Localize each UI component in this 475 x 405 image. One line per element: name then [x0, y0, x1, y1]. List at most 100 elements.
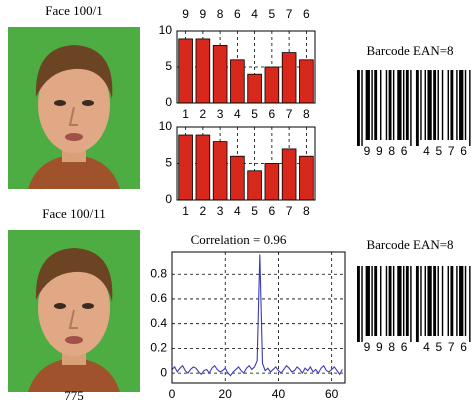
barcode-digit: 9 [376, 144, 383, 158]
bar [230, 155, 245, 201]
bar [299, 155, 314, 201]
barcode-bar [469, 266, 471, 342]
barcode-bar [456, 70, 458, 140]
value-label: 9 [200, 7, 207, 21]
barcode-bar [361, 70, 363, 146]
value-label: 8 [217, 7, 224, 21]
barcode-bar [397, 70, 402, 140]
axes-box [176, 126, 316, 201]
value-label: 4 [251, 7, 258, 21]
barcode-digit: 4 [423, 144, 430, 158]
bar [195, 38, 211, 104]
barcode-bar [405, 70, 409, 140]
barcode-bar [371, 70, 373, 140]
barcode-bar [420, 70, 422, 140]
y-tick-label: 5 [165, 156, 172, 170]
barcode-bar [374, 266, 378, 336]
barcode-bar [415, 70, 419, 146]
barcode-digit: 6 [401, 144, 408, 158]
y-tick-label: 0 [165, 192, 172, 206]
barcode-bar [392, 70, 395, 140]
barcode-bar [385, 70, 388, 140]
x-tick-label: 40 [272, 387, 286, 401]
face-image [7, 229, 141, 393]
barcode-bar [361, 266, 363, 342]
face-title: Face 100/11 [42, 206, 105, 221]
x-tick-label: 5 [251, 107, 258, 121]
barcode-bar [459, 266, 464, 336]
barcode-digit: 4 [423, 340, 430, 354]
y-tick-label: 5 [165, 59, 172, 73]
face-title: Face 100/1 [45, 3, 102, 18]
x-tick-label: 0 [169, 387, 176, 401]
barcode-bar [392, 266, 395, 336]
barcode-bar [424, 266, 426, 336]
barcode-title: Barcode EAN=8 [366, 43, 453, 58]
bar [264, 163, 280, 201]
y-tick-label: 0.8 [150, 266, 167, 280]
line [171, 254, 343, 377]
axes-box [176, 30, 316, 104]
value-label: 6 [234, 7, 241, 21]
x-tick-label: 7 [286, 107, 293, 121]
barcode-bar [437, 70, 439, 140]
x-tick-label: 6 [269, 107, 276, 121]
barcode-bar [388, 70, 392, 140]
x-tick-label: 5 [251, 204, 258, 218]
barcode-digit: 6 [460, 144, 467, 158]
barcode-digit: 6 [401, 340, 408, 354]
y-tick-label: 10 [159, 119, 173, 133]
barcode-bar [357, 266, 360, 342]
barcode-digit: 9 [364, 340, 371, 354]
barcode-digit: 9 [364, 144, 371, 158]
x-tick-label: 2 [200, 107, 207, 121]
x-tick-label: 2 [200, 204, 207, 218]
barcode-bar [410, 266, 412, 342]
y-tick-label: 0 [160, 365, 167, 379]
chart-title: Correlation = 0.96 [191, 232, 287, 247]
barcode-bar [433, 266, 437, 336]
bar [178, 38, 193, 104]
bar [281, 52, 297, 104]
y-tick-label: 0.2 [150, 341, 167, 355]
barcode-bar [420, 266, 422, 336]
barcode-bar [397, 266, 402, 336]
barcode-bar [437, 266, 439, 336]
barcode-bar [403, 70, 405, 140]
barcode-bar [427, 70, 432, 140]
barcode-bar [469, 70, 471, 146]
barcode-bar [450, 70, 454, 140]
x-tick-label: 20 [219, 387, 233, 401]
bar [264, 66, 280, 104]
barcode-digit: 5 [436, 144, 443, 158]
x-tick-label: 60 [325, 387, 339, 401]
face-image [7, 26, 141, 190]
x-tick-label: 1 [182, 204, 189, 218]
barcode-bar [441, 70, 444, 140]
barcode-digit: 8 [388, 340, 395, 354]
x-tick-label: 8 [303, 107, 310, 121]
bar [247, 73, 262, 104]
y-tick-label: 0.4 [150, 316, 167, 330]
barcode-digit: 9 [376, 340, 383, 354]
y-tick-label: 0 [165, 95, 172, 109]
x-tick-label: 3 [217, 107, 224, 121]
barcode-bar [450, 266, 454, 336]
barcode-bar [380, 70, 382, 140]
bar [247, 170, 262, 201]
barcode-bar [374, 70, 378, 140]
x-tick-label: 1 [182, 107, 189, 121]
barcode-digit: 7 [448, 144, 455, 158]
barcode-bar [365, 266, 370, 336]
value-label: 9 [182, 7, 189, 21]
bar [212, 141, 228, 201]
axes-box [171, 251, 346, 384]
barcode-bar [388, 266, 392, 336]
bar [178, 134, 193, 201]
barcode-bar [464, 266, 467, 336]
bar [299, 59, 314, 104]
x-tick-label: 6 [269, 204, 276, 218]
bar [230, 59, 245, 104]
barcode-digit: 8 [388, 144, 395, 158]
